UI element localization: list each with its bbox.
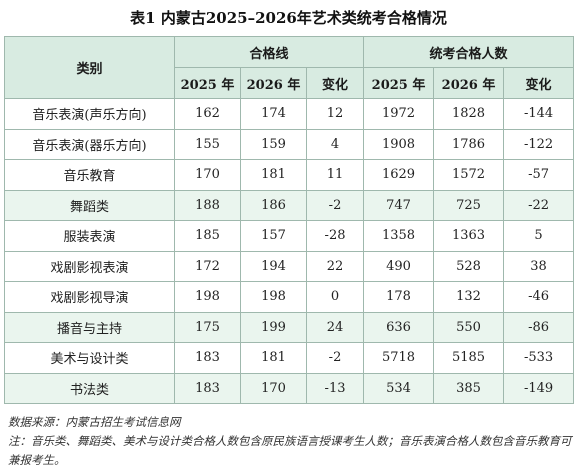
category-cell: 播音与主持 — [4, 311, 175, 343]
value-cell: 0 — [305, 281, 365, 313]
value-cell: 1572 — [433, 159, 505, 191]
category-cell: 音乐表演(声乐方向) — [4, 98, 175, 130]
value-cell: 132 — [433, 281, 505, 313]
value-cell: 5185 — [433, 342, 505, 374]
value-cell: 199 — [240, 311, 307, 343]
table-row: 音乐教育 170 181 11 1629 1572 -57 — [4, 159, 575, 191]
value-cell: 725 — [433, 189, 505, 221]
footnotes: 数据来源：内蒙古招生考试信息网 注：音乐类、舞蹈类、美术与设计类合格人数包含原民… — [8, 413, 573, 470]
value-cell: 159 — [240, 128, 307, 160]
data-source: 数据来源：内蒙古招生考试信息网 — [8, 415, 181, 429]
value-cell: -86 — [503, 311, 575, 343]
value-cell: 5718 — [363, 342, 435, 374]
value-cell: -533 — [503, 342, 575, 374]
value-cell: 1908 — [363, 128, 435, 160]
value-cell: 5 — [503, 220, 575, 252]
value-cell: 490 — [363, 250, 435, 282]
table-row: 舞蹈类 188 186 -2 747 725 -22 — [4, 189, 575, 221]
value-cell: 186 — [240, 189, 307, 221]
table-title: 表1 内蒙古2025–2026年艺术类统考合格情况 — [130, 9, 447, 27]
value-cell: 1363 — [433, 220, 505, 252]
header-category: 类别 — [4, 36, 175, 99]
category-cell: 服装表演 — [4, 220, 175, 252]
category-cell: 戏剧影视表演 — [4, 250, 175, 282]
header-2025: 2025 年 — [174, 67, 241, 99]
value-cell: 170 — [174, 159, 241, 191]
value-cell: 174 — [240, 98, 307, 130]
header-pass-count: 统考合格人数 — [363, 36, 575, 68]
value-cell: 385 — [433, 372, 505, 404]
table-row: 播音与主持 175 199 24 636 550 -86 — [4, 311, 575, 343]
category-cell: 美术与设计类 — [4, 342, 175, 374]
value-cell: -122 — [503, 128, 575, 160]
value-cell: 183 — [174, 342, 241, 374]
value-cell: 198 — [240, 281, 307, 313]
value-cell: 198 — [174, 281, 241, 313]
value-cell: 170 — [240, 372, 307, 404]
value-cell: -2 — [305, 189, 365, 221]
value-cell: 175 — [174, 311, 241, 343]
value-cell: 24 — [305, 311, 365, 343]
value-cell: 22 — [305, 250, 365, 282]
value-cell: -144 — [503, 98, 575, 130]
header-change: 变化 — [503, 67, 575, 99]
value-cell: -13 — [305, 372, 365, 404]
table-row: 戏剧影视导演 198 198 0 178 132 -46 — [4, 281, 575, 313]
header-change: 变化 — [305, 67, 365, 99]
note-text: 注：音乐类、舞蹈类、美术与设计类合格人数包含原民族语言授课考生人数；音乐表演合格… — [8, 434, 572, 467]
value-cell: -2 — [305, 342, 365, 374]
value-cell: 181 — [240, 159, 307, 191]
value-cell: 1786 — [433, 128, 505, 160]
value-cell: 172 — [174, 250, 241, 282]
category-cell: 戏剧影视导演 — [4, 281, 175, 313]
category-cell: 音乐表演(器乐方向) — [4, 128, 175, 160]
value-cell: 636 — [363, 311, 435, 343]
header-2026: 2026 年 — [240, 67, 307, 99]
category-cell: 书法类 — [4, 372, 175, 404]
value-cell: 1828 — [433, 98, 505, 130]
data-table: 类别 合格线 统考合格人数 2025 年 2026 年 变化 2025 年 20… — [4, 36, 575, 404]
value-cell: 12 — [305, 98, 365, 130]
category-cell: 舞蹈类 — [4, 189, 175, 221]
table-row: 戏剧影视表演 172 194 22 490 528 38 — [4, 250, 575, 282]
value-cell: 1358 — [363, 220, 435, 252]
value-cell: 162 — [174, 98, 241, 130]
header-2025: 2025 年 — [363, 67, 435, 99]
value-cell: 188 — [174, 189, 241, 221]
value-cell: 181 — [240, 342, 307, 374]
value-cell: -22 — [503, 189, 575, 221]
value-cell: -46 — [503, 281, 575, 313]
table-row: 书法类 183 170 -13 534 385 -149 — [4, 372, 575, 404]
value-cell: 38 — [503, 250, 575, 282]
table-row: 音乐表演(器乐方向) 155 159 4 1908 1786 -122 — [4, 128, 575, 160]
value-cell: 1972 — [363, 98, 435, 130]
table-row: 音乐表演(声乐方向) 162 174 12 1972 1828 -144 — [4, 98, 575, 130]
value-cell: 178 — [363, 281, 435, 313]
value-cell: 4 — [305, 128, 365, 160]
value-cell: 194 — [240, 250, 307, 282]
header-2026: 2026 年 — [433, 67, 505, 99]
value-cell: 534 — [363, 372, 435, 404]
table-body: 音乐表演(声乐方向) 162 174 12 1972 1828 -144 音乐表演(器乐方向)… — [4, 98, 575, 404]
value-cell: -28 — [305, 220, 365, 252]
table-row: 美术与设计类 183 181 -2 5718 5185 -533 — [4, 342, 575, 374]
value-cell: 183 — [174, 372, 241, 404]
value-cell: -57 — [503, 159, 575, 191]
value-cell: 185 — [174, 220, 241, 252]
header-pass-line: 合格线 — [173, 36, 365, 68]
value-cell: 550 — [433, 311, 505, 343]
value-cell: 155 — [174, 128, 241, 160]
value-cell: 747 — [363, 189, 435, 221]
value-cell: 11 — [305, 159, 365, 191]
value-cell: 157 — [240, 220, 307, 252]
category-cell: 音乐教育 — [4, 159, 175, 191]
value-cell: -149 — [503, 372, 575, 404]
value-cell: 1629 — [363, 159, 435, 191]
value-cell: 528 — [433, 250, 505, 282]
table-row: 服装表演 185 157 -28 1358 1363 5 — [4, 220, 575, 252]
